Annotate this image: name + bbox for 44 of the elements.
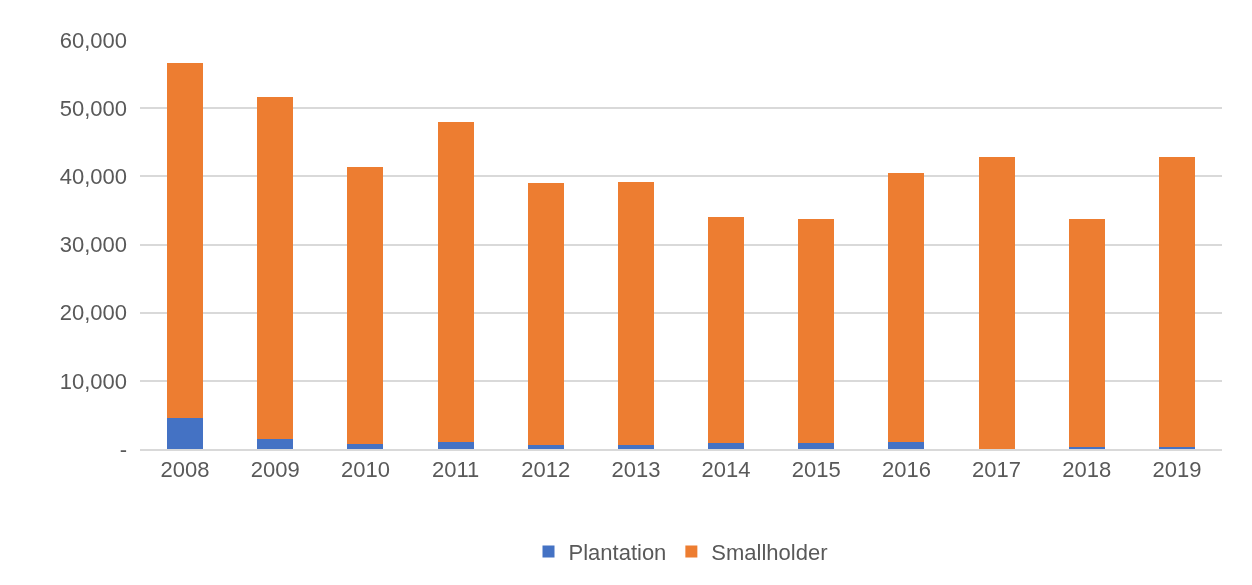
x-tick-label: 2015 [791, 457, 841, 483]
bar [167, 418, 204, 449]
bar [1158, 446, 1195, 449]
bar [708, 442, 745, 449]
x-tick-label: 2016 [881, 457, 931, 483]
x-tick-label: 2009 [250, 457, 300, 483]
y-tick-label: - [119, 436, 127, 462]
bar [888, 172, 925, 442]
bar [617, 444, 654, 449]
bar [978, 156, 1015, 449]
bar [437, 122, 474, 442]
y-tick-label: 10,000 [59, 368, 127, 394]
bar [1158, 156, 1195, 447]
x-tick-label: 2010 [340, 457, 390, 483]
y-tick-label: 50,000 [59, 95, 127, 121]
x-tick-label: 2018 [1062, 457, 1112, 483]
bar [167, 63, 204, 419]
y-tick-label: 20,000 [59, 300, 127, 326]
legend-label: Smallholder [711, 540, 828, 566]
y-tick-label: 60,000 [59, 27, 127, 53]
bar [798, 219, 835, 443]
x-tick-label: 2008 [160, 457, 210, 483]
x-tick-label: 2017 [972, 457, 1022, 483]
bar [798, 442, 835, 449]
x-tick-label: 2011 [431, 457, 480, 483]
y-tick-label: 40,000 [59, 164, 127, 190]
bar [527, 183, 564, 445]
x-tick-label: 2019 [1152, 457, 1202, 483]
x-tick-label: 2013 [611, 457, 661, 483]
y-tick-label: 30,000 [59, 232, 127, 258]
bar [1068, 219, 1105, 447]
bar [257, 439, 294, 449]
bar [257, 97, 294, 440]
bar [437, 441, 474, 449]
bar [617, 181, 654, 445]
x-tick-label: 2014 [701, 457, 751, 483]
bar [708, 217, 745, 443]
x-tick-label: 2012 [521, 457, 571, 483]
bar [347, 166, 384, 444]
bar [527, 444, 564, 449]
legend-label: Plantation [568, 540, 667, 566]
bar [888, 441, 925, 449]
bar [347, 443, 384, 449]
bar [1068, 446, 1105, 449]
